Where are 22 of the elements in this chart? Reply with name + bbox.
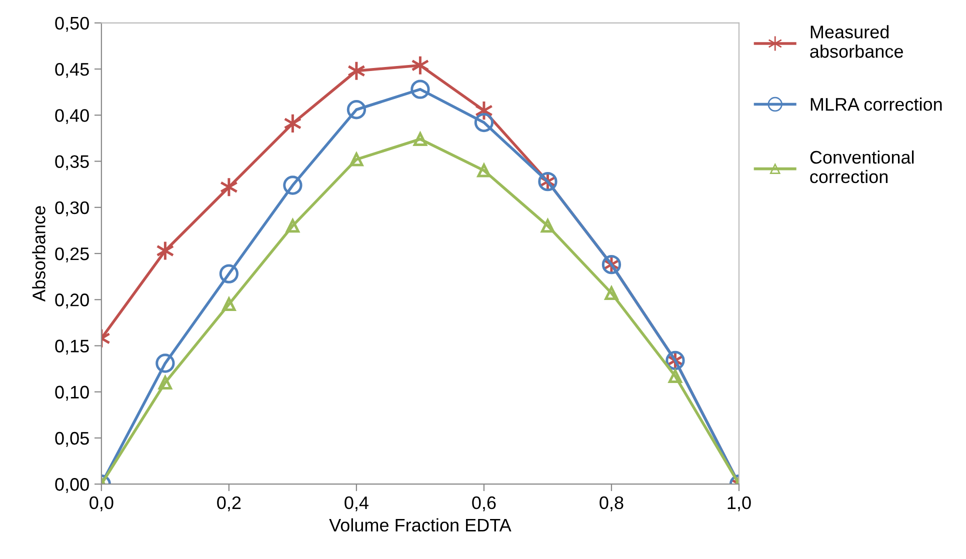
y-tick-label: 0,35 <box>55 155 89 170</box>
y-tick-label: 0,45 <box>55 62 89 78</box>
y-tick-label: 0,05 <box>55 432 89 447</box>
legend-label: MLRA correction <box>810 98 942 111</box>
x-axis-title: Volume Fraction EDTA <box>329 518 512 532</box>
y-tick-label: 0,25 <box>55 247 89 262</box>
y-axis-title: Absorbance <box>32 206 46 302</box>
x-tick-label: 1,0 <box>728 496 751 512</box>
x-tick-label: 0,2 <box>217 496 241 512</box>
x-tick-label: 0,4 <box>344 496 368 512</box>
y-tick-label: 0,10 <box>55 386 89 401</box>
x-tick-label: 0,0 <box>90 496 114 512</box>
y-tick-label: 0,50 <box>55 16 89 32</box>
y-tick-label: 0,20 <box>55 294 89 308</box>
y-tick-label: 0,00 <box>55 478 89 493</box>
x-tick-label: 0,8 <box>600 496 624 512</box>
y-tick-label: 0,15 <box>55 340 89 355</box>
legend-label: Measured absorbance <box>810 25 903 58</box>
legend-label: Conventional correction <box>810 150 914 184</box>
y-tick-label: 0,30 <box>55 201 89 216</box>
y-tick-label: 0,40 <box>55 109 89 124</box>
x-tick-label: 0,6 <box>472 496 496 512</box>
